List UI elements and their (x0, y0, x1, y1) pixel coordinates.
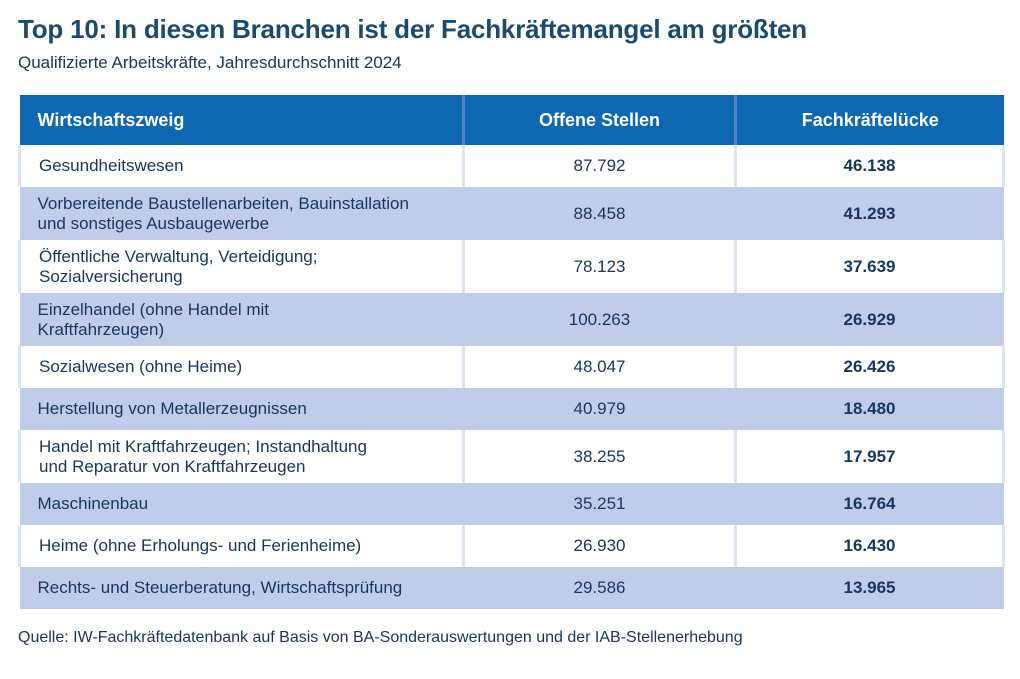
table-row: Rechts- und Steuerberatung, Wirtschaftsp… (19, 567, 1004, 610)
table-row: Einzelhandel (ohne Handel mit Kraftfahrz… (19, 293, 1004, 347)
cell-offene-stellen: 100.263 (568, 309, 631, 329)
fachkraeftemangel-table: Wirtschaftszweig Offene Stellen Fachkräf… (18, 95, 1005, 610)
table-body: Gesundheitswesen 87.792 46.138 Vorbereit… (18, 145, 1005, 610)
cell-fachkraefteluecke: 13.965 (843, 578, 896, 598)
cell-offene-stellen: 87.792 (462, 145, 736, 188)
table-row: Handel mit Kraftfahrzeugen; Instandhaltu… (18, 430, 1005, 484)
cell-fachkraefteluecke: 16.430 (734, 525, 1005, 568)
cell-branche: Maschinenbau (37, 494, 149, 514)
cell-branche: Öffentliche Verwaltung, Verteidigung; So… (18, 240, 464, 294)
cell-offene-stellen: 78.123 (462, 240, 736, 294)
cell-offene-stellen: 26.930 (462, 525, 736, 568)
table-row: Herstellung von Metallerzeugnissen 40.97… (19, 388, 1004, 431)
cell-branche: Herstellung von Metallerzeugnissen (37, 399, 307, 419)
cell-branche: Heime (ohne Erholungs- und Ferienheime) (18, 525, 464, 568)
cell-branche: Handel mit Kraftfahrzeugen; Instandhaltu… (18, 430, 464, 484)
column-header-offene-stellen: Offene Stellen (462, 95, 736, 146)
cell-branche: Vorbereitende Baustellenarbeiten, Bauins… (37, 193, 409, 233)
cell-branche: Rechts- und Steuerberatung, Wirtschaftsp… (37, 578, 403, 598)
page-title: Top 10: In diesen Branchen ist der Fachk… (18, 14, 807, 44)
table-row: Sozialwesen (ohne Heime) 48.047 26.426 (18, 346, 1005, 389)
table-header: Wirtschaftszweig Offene Stellen Fachkräf… (19, 95, 1004, 146)
cell-fachkraefteluecke: 18.480 (843, 399, 896, 419)
cell-branche: Einzelhandel (ohne Handel mit Kraftfahrz… (37, 299, 270, 339)
cell-fachkraefteluecke: 26.426 (734, 346, 1005, 389)
cell-offene-stellen: 35.251 (573, 494, 626, 514)
cell-fachkraefteluecke: 37.639 (734, 240, 1005, 294)
cell-offene-stellen: 88.458 (573, 203, 626, 223)
cell-branche: Gesundheitswesen (18, 145, 464, 188)
cell-offene-stellen: 40.979 (573, 399, 626, 419)
column-header-wirtschaftszweig: Wirtschaftszweig (19, 95, 464, 146)
cell-fachkraefteluecke: 46.138 (734, 145, 1005, 188)
cell-offene-stellen: 38.255 (462, 430, 736, 484)
page-subtitle: Qualifizierte Arbeitskräfte, Jahresdurch… (18, 53, 402, 73)
cell-branche: Sozialwesen (ohne Heime) (18, 346, 464, 389)
table-header-row: Wirtschaftszweig Offene Stellen Fachkräf… (19, 95, 1004, 146)
source-note: Quelle: IW-Fachkräftedatenbank auf Basis… (18, 629, 743, 647)
column-header-fachkraefteluecke: Fachkräftelücke (734, 95, 1004, 146)
cell-offene-stellen: 48.047 (462, 346, 736, 389)
cell-fachkraefteluecke: 26.929 (843, 309, 896, 329)
cell-fachkraefteluecke: 17.957 (734, 430, 1005, 484)
cell-fachkraefteluecke: 16.764 (843, 494, 896, 514)
cell-offene-stellen: 29.586 (573, 578, 626, 598)
cell-fachkraefteluecke: 41.293 (843, 203, 896, 223)
table-row: Öffentliche Verwaltung, Verteidigung; So… (18, 240, 1005, 294)
table-row: Gesundheitswesen 87.792 46.138 (18, 145, 1005, 188)
table-row: Maschinenbau 35.251 16.764 (19, 483, 1004, 526)
table-row: Heime (ohne Erholungs- und Ferienheime) … (18, 525, 1005, 568)
table-row: Vorbereitende Baustellenarbeiten, Bauins… (19, 187, 1004, 241)
